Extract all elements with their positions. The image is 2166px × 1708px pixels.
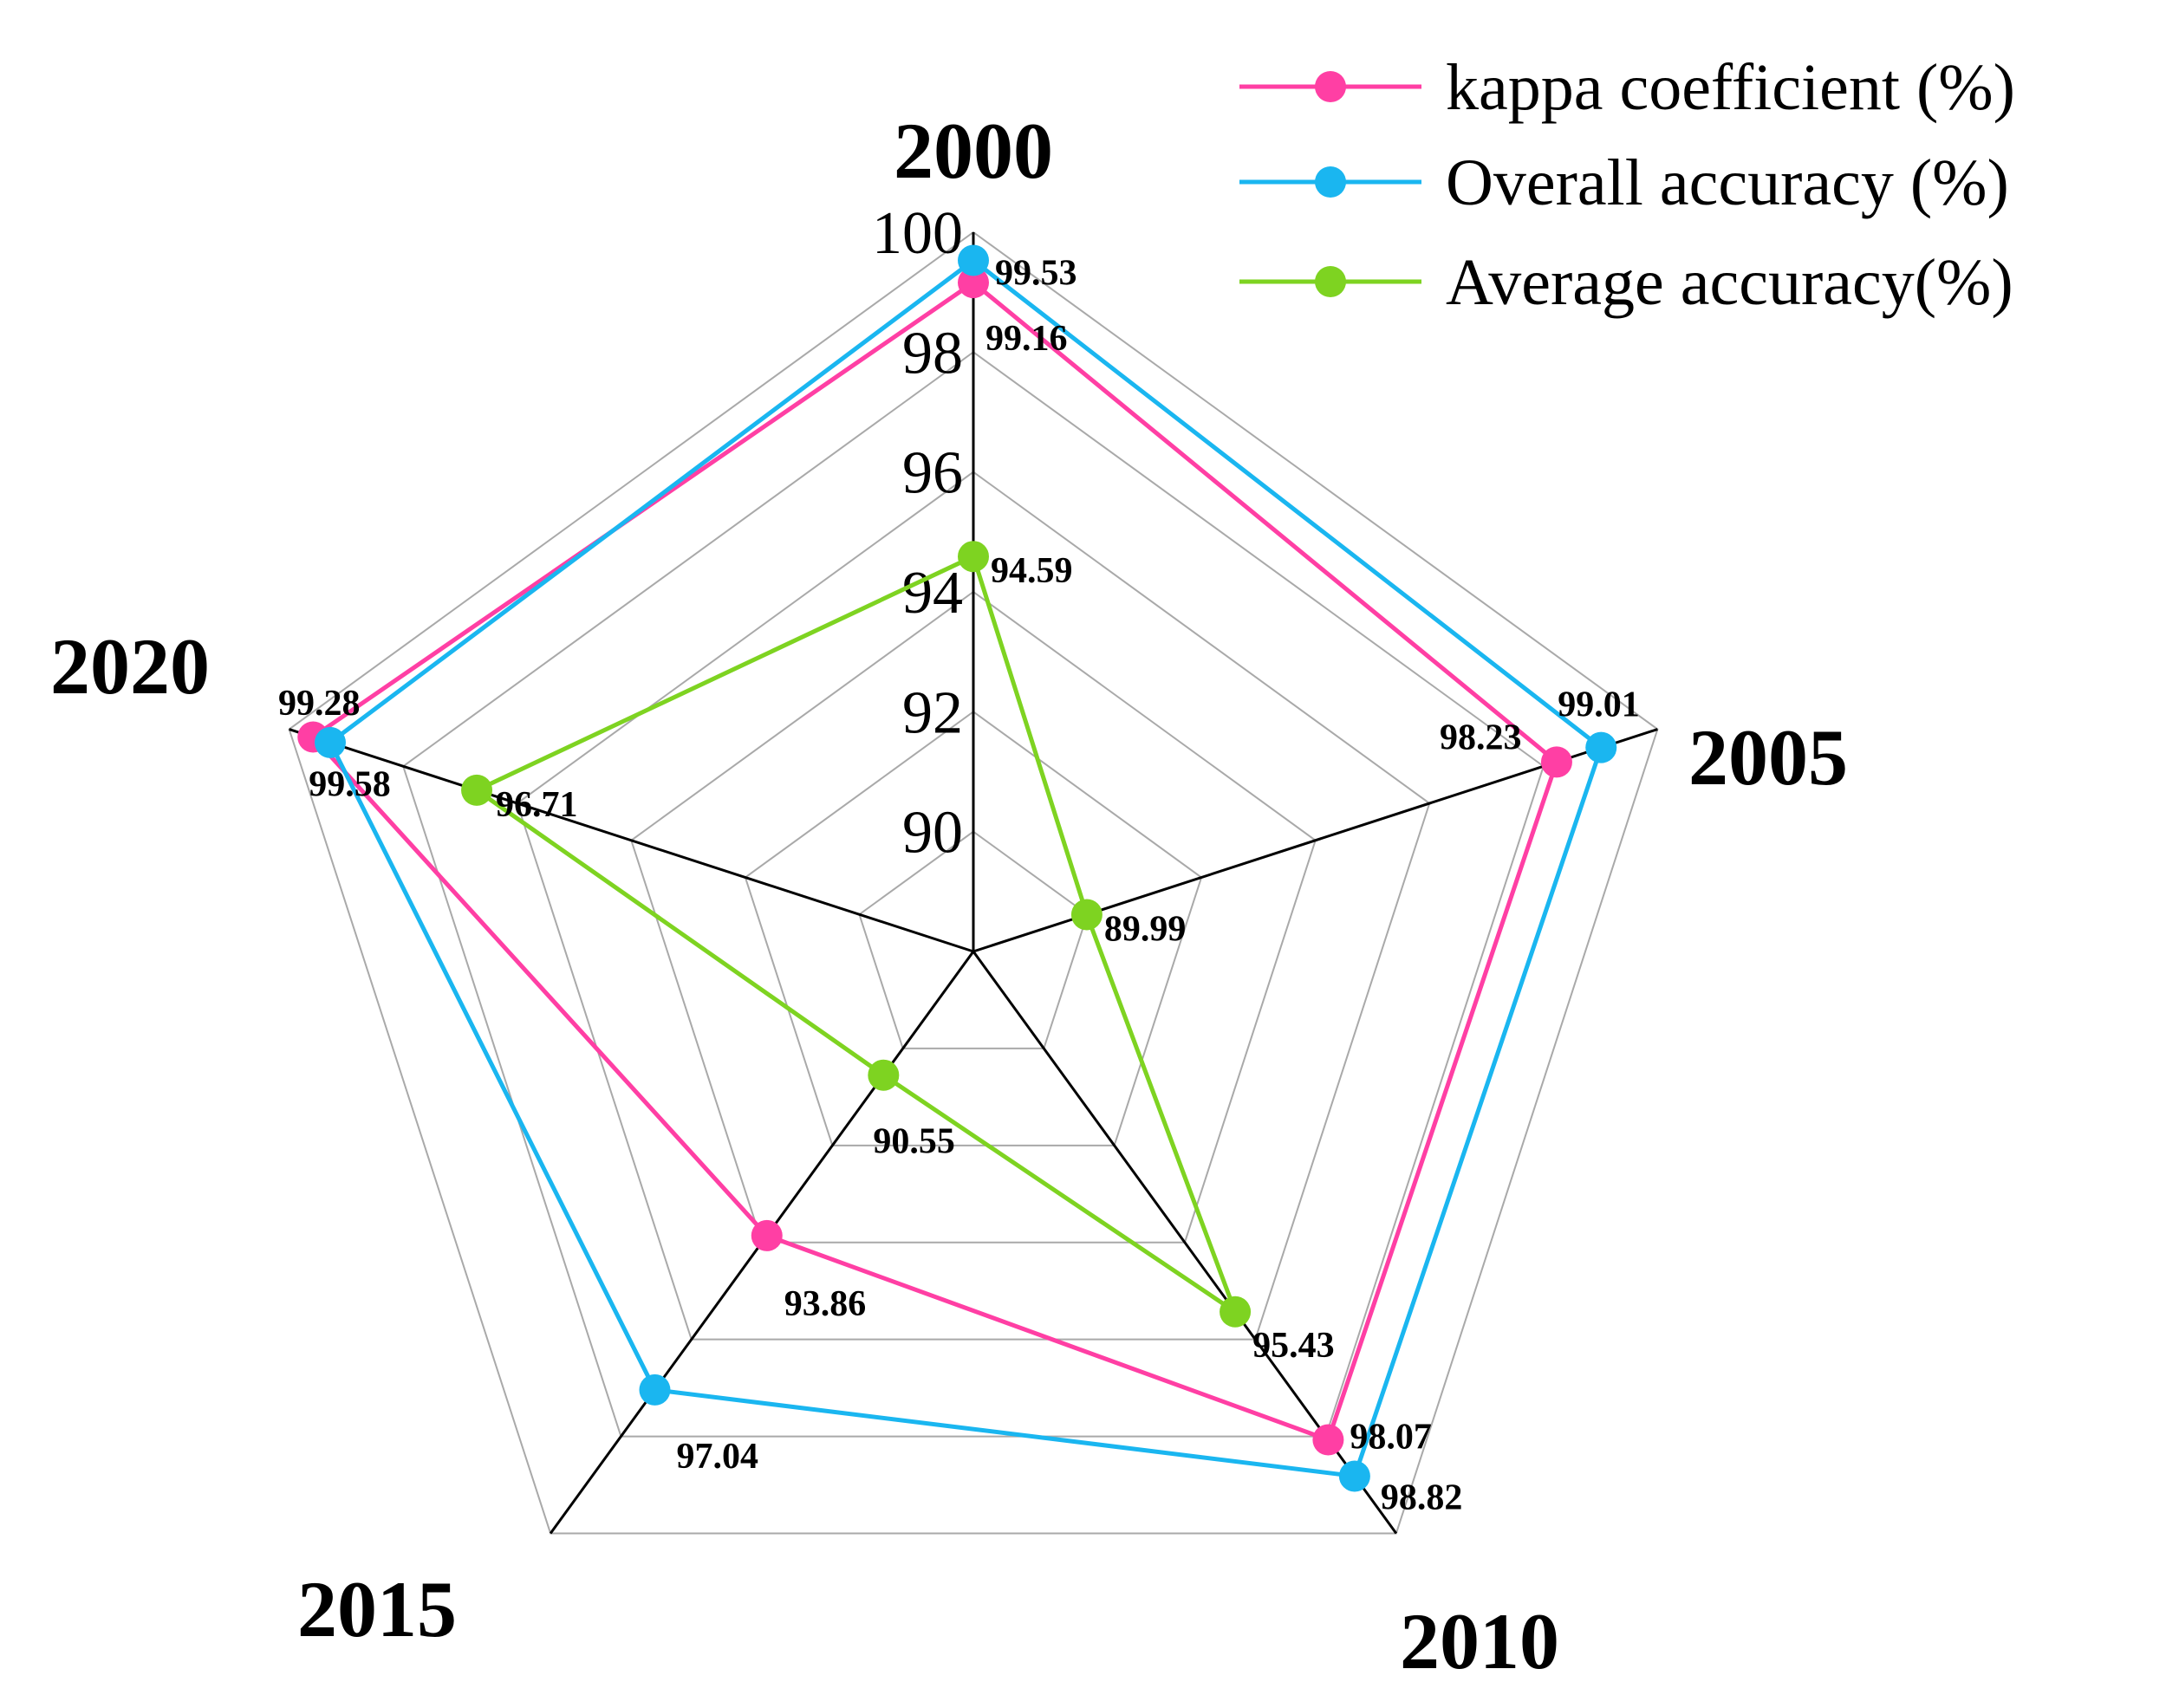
data-label: 99.01 xyxy=(1558,685,1640,725)
tick-label: 100 xyxy=(872,200,963,267)
tick-label: 90 xyxy=(902,800,963,867)
grid-ring-100 xyxy=(288,231,1659,1535)
data-label: 99.53 xyxy=(995,254,1077,294)
data-label: 98.23 xyxy=(1440,718,1522,757)
grid-ring-94 xyxy=(630,590,1317,1244)
series-point xyxy=(1585,731,1617,763)
data-label: 90.55 xyxy=(873,1122,955,1162)
legend: kappa coefficient (%) Overall accuracy (%… xyxy=(1239,51,2015,319)
data-label: 99.16 xyxy=(985,319,1068,359)
series-point xyxy=(1338,1460,1370,1492)
grid-ring-90 xyxy=(858,830,1089,1049)
legend-marker xyxy=(1315,71,1346,102)
legend-entry: kappa coefficient (%) xyxy=(1446,51,2015,124)
axis-label-2020: 2020 xyxy=(50,622,210,711)
data-label: 99.28 xyxy=(278,684,361,724)
data-label: 95.43 xyxy=(1252,1326,1335,1366)
axis-label-2015: 2015 xyxy=(297,1565,457,1653)
series-point xyxy=(958,541,989,573)
spoke-layer xyxy=(289,232,1658,1535)
data-label: 94.59 xyxy=(991,551,1073,591)
series-point xyxy=(1312,1424,1344,1456)
series-point xyxy=(751,1219,783,1251)
series-line-2 xyxy=(474,554,1238,1315)
series-layer xyxy=(297,244,1617,1492)
data-label: 89.99 xyxy=(1104,909,1187,949)
series-line-1 xyxy=(328,258,1603,1478)
series-point xyxy=(1070,899,1103,931)
data-label: 98.07 xyxy=(1350,1417,1432,1457)
legend-marker xyxy=(1315,166,1346,198)
data-label: 99.58 xyxy=(309,764,391,804)
series-line-0 xyxy=(310,280,1559,1442)
series-point xyxy=(639,1374,671,1406)
legend-entry: Average accuracy(%) xyxy=(1446,246,2013,319)
spoke-2020 xyxy=(289,728,974,953)
data-label: 97.04 xyxy=(676,1437,758,1477)
data-label: 96.71 xyxy=(496,785,578,825)
axis-label-2010: 2010 xyxy=(1400,1597,1559,1685)
series-point xyxy=(958,244,989,276)
series-point xyxy=(1540,746,1572,778)
legend-entry: Overall accuracy (%) xyxy=(1446,146,2009,219)
axis-label-2005: 2005 xyxy=(1688,713,1848,802)
grid-ring-96 xyxy=(516,471,1431,1341)
tick-label: 94 xyxy=(902,560,963,627)
legend-marker xyxy=(1315,266,1346,297)
tick-label: 98 xyxy=(902,320,963,386)
axis-label-2000: 2000 xyxy=(894,107,1053,195)
tick-label: 92 xyxy=(902,679,963,746)
data-label: 93.86 xyxy=(784,1284,867,1324)
tick-labels: 90 92 94 96 98 100 xyxy=(872,200,963,867)
series-point xyxy=(461,774,493,806)
grid-ring-98 xyxy=(402,351,1545,1438)
series-point xyxy=(314,726,346,758)
series-point xyxy=(958,267,989,299)
data-label: 98.82 xyxy=(1381,1477,1463,1517)
axis-labels: 2000 2005 2010 2015 2020 xyxy=(50,107,1848,1685)
series-point xyxy=(1220,1296,1252,1328)
grid-layer xyxy=(288,231,1659,1535)
series-point xyxy=(868,1059,900,1091)
grid-ring-92 xyxy=(744,711,1203,1146)
tick-label: 96 xyxy=(902,440,963,507)
data-labels: 99.16 98.23 98.07 93.86 99.58 99.53 99.01 98.82… xyxy=(278,254,1640,1518)
